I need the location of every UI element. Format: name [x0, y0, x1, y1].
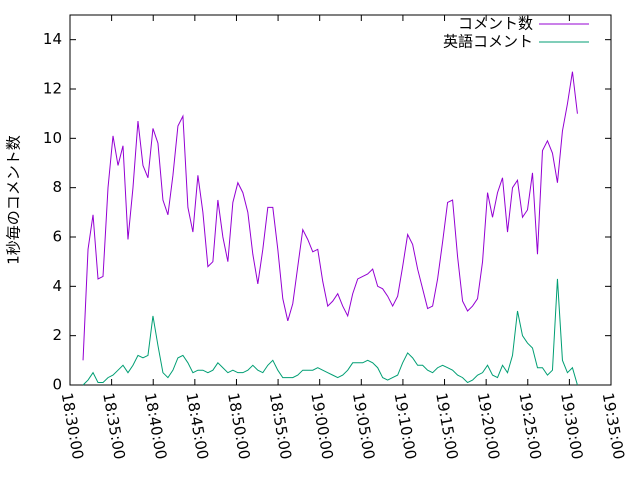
y-tick-label: 8 [52, 178, 62, 196]
legend-label: コメント数 [458, 15, 533, 33]
legend-label: 英語コメント [443, 33, 533, 51]
y-axis-label: 1秒毎のコメント数 [5, 135, 23, 265]
y-tick-label: 12 [43, 80, 62, 98]
plot-frame [69, 14, 612, 386]
series-line [82, 71, 578, 361]
series-line [82, 278, 578, 386]
y-tick-label: 2 [52, 326, 62, 344]
y-tick-label: 10 [43, 129, 62, 147]
y-tick-label: 4 [52, 277, 62, 295]
y-tick-label: 14 [43, 30, 62, 48]
y-tick-label: 0 [52, 376, 62, 394]
y-tick-label: 6 [52, 228, 62, 246]
